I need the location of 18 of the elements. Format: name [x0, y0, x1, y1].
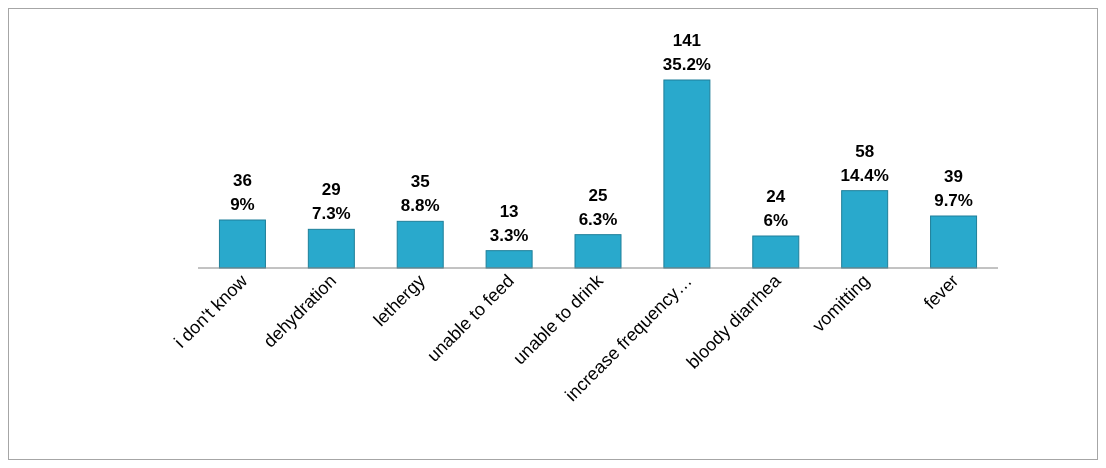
data-label: 29 7.3%: [311, 180, 351, 224]
bar: [396, 220, 444, 269]
data-label: 39 9.7%: [934, 167, 973, 210]
bar: [930, 215, 978, 269]
data-label: 24 6%: [763, 187, 789, 230]
data-label: 13 3.3%: [489, 201, 529, 245]
data-label: 58 14.4%: [840, 141, 889, 185]
bar: [218, 219, 266, 269]
bar: [574, 234, 622, 269]
bar: [485, 250, 533, 269]
data-label: 141 35.2%: [662, 31, 711, 74]
bar: [663, 79, 711, 269]
data-label: 35 8.8%: [400, 172, 440, 216]
bar: [841, 190, 889, 269]
bar: [752, 235, 800, 269]
bar: [307, 228, 355, 269]
data-label: 25 6.3%: [578, 185, 618, 229]
data-label: 36 9%: [230, 171, 255, 214]
